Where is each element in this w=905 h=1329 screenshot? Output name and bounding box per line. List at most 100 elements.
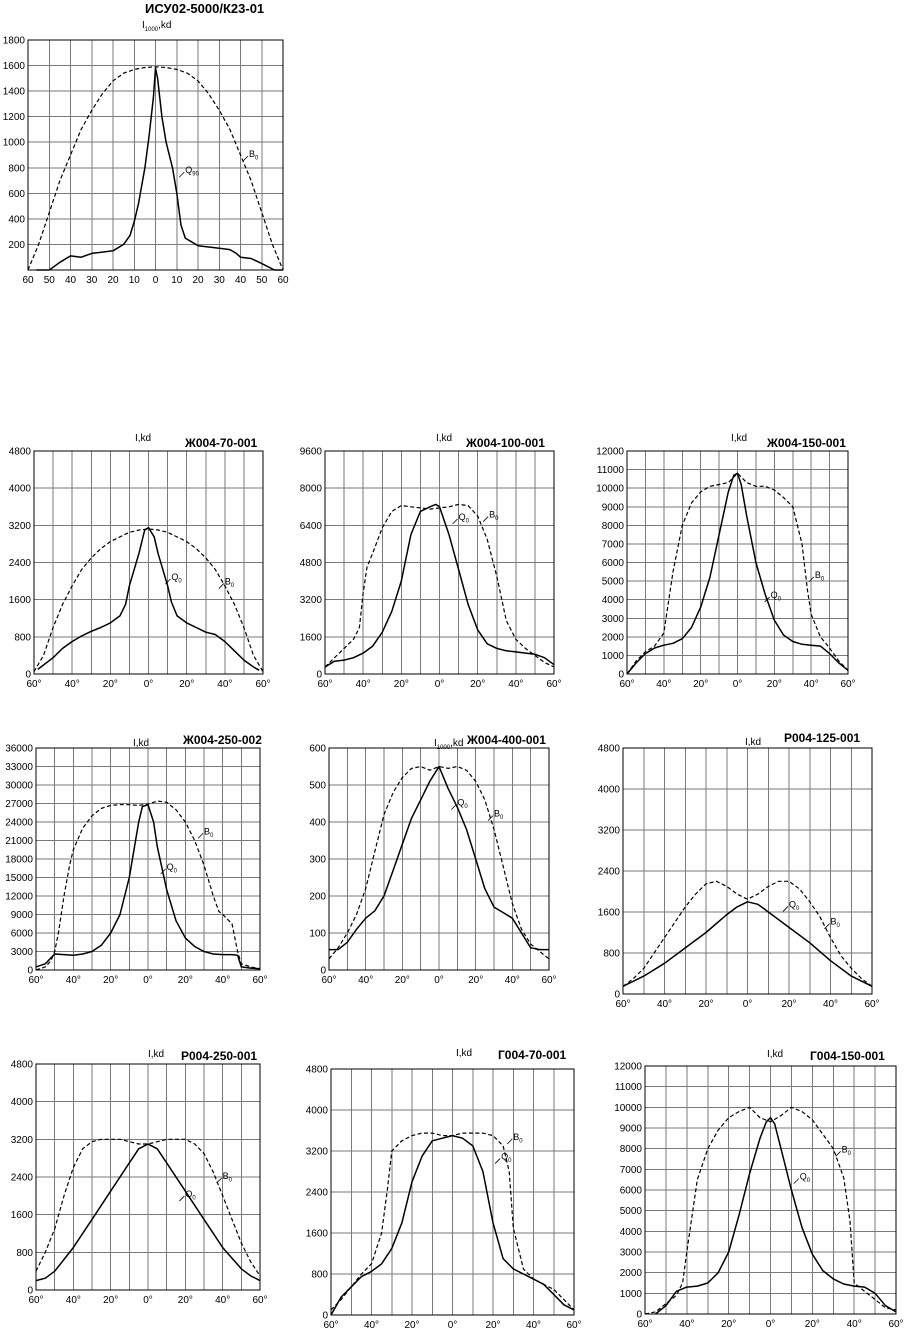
x-tick-label: 60° — [840, 679, 855, 690]
series-leader-line — [451, 804, 457, 810]
x-tick-label: 60° — [323, 1320, 338, 1329]
y-axis-label: I,kd — [135, 433, 151, 444]
series-line-b0 — [35, 800, 261, 971]
y-tick-label: 0 — [320, 966, 326, 977]
series-label: B0 — [513, 1132, 523, 1145]
plot-frame — [27, 39, 284, 271]
x-tick-label: 60° — [26, 679, 41, 690]
y-tick-label: 0 — [27, 1286, 33, 1297]
y-tick-label: 3200 — [9, 521, 32, 532]
y-tick-label: 12000 — [5, 892, 33, 903]
y-tick-label: 3000 — [11, 947, 34, 958]
series-label: Q0 — [771, 590, 782, 603]
series-label: B0 — [249, 149, 259, 162]
y-tick-label: 500 — [309, 781, 326, 792]
y-tick-label: 0 — [25, 670, 31, 681]
x-tick-label: 20° — [178, 1295, 193, 1306]
y-tick-label: 1400 — [3, 87, 26, 98]
x-tick-label: 60° — [541, 975, 556, 986]
y-tick-label: 11000 — [597, 465, 625, 476]
series-leader-line — [218, 583, 225, 589]
x-tick-label: 40° — [508, 679, 523, 690]
chart-title: Ж004-150-001 — [766, 436, 846, 450]
y-tick-label: 300 — [309, 855, 326, 866]
x-tick-label: 60° — [28, 975, 43, 986]
y-tick-label: 10000 — [614, 1103, 642, 1114]
x-tick-label: 50 — [256, 275, 268, 286]
x-tick-label: 20° — [468, 975, 483, 986]
y-tick-label: 1600 — [9, 595, 32, 606]
x-tick-label: 40° — [215, 975, 230, 986]
x-tick-label: 20° — [179, 679, 194, 690]
x-tick-label: 20 — [192, 275, 204, 286]
x-tick-label: 40° — [656, 679, 671, 690]
y-tick-label: 12000 — [596, 447, 624, 458]
x-tick-label: 60 — [277, 275, 289, 286]
series-line-q0 — [655, 1116, 897, 1315]
y-tick-label: 2400 — [598, 867, 621, 878]
y-tick-label: 9600 — [300, 447, 323, 458]
series-leader-line — [160, 868, 166, 875]
series-label: B0 — [831, 917, 841, 930]
series-leader-line — [178, 171, 185, 178]
y-axis-label: I,kd — [456, 1048, 472, 1059]
y-tick-label: 4000 — [602, 595, 625, 606]
x-tick-label: 40° — [356, 679, 371, 690]
x-tick-label: 20° — [103, 975, 118, 986]
x-tick-label: 20° — [394, 679, 409, 690]
series-line-b0 — [626, 472, 849, 675]
y-tick-label: 2000 — [602, 632, 625, 643]
y-tick-label: 15000 — [5, 873, 33, 884]
y-tick-label: 3200 — [11, 1135, 34, 1146]
series-line-q0 — [35, 1143, 261, 1282]
x-tick-label: 60° — [255, 679, 270, 690]
series-label: B0 — [204, 826, 214, 839]
series-label: B0 — [223, 1171, 233, 1184]
series-label: Q0 — [185, 1189, 196, 1202]
series-label: Q0 — [800, 1172, 811, 1185]
y-tick-label: 6000 — [11, 929, 34, 940]
x-tick-label: 0° — [766, 1319, 776, 1329]
series-line-q0 — [324, 503, 555, 668]
y-tick-label: 1600 — [306, 1229, 329, 1240]
x-tick-label: 60° — [619, 679, 634, 690]
series-line-b0 — [33, 528, 264, 673]
y-tick-label: 1200 — [3, 112, 26, 123]
y-tick-label: 12000 — [614, 1062, 642, 1073]
series-leader-line — [824, 923, 830, 929]
x-tick-label: 30 — [86, 275, 98, 286]
x-tick-label: 60° — [888, 1319, 903, 1329]
y-axis-label: I,kd — [133, 738, 149, 749]
series-line-q0 — [329, 765, 549, 951]
y-tick-label: 9000 — [602, 502, 625, 513]
y-tick-label: 4000 — [11, 1097, 34, 1108]
plot-frame — [626, 450, 849, 675]
plot-frame — [35, 1063, 261, 1291]
x-tick-label: 20° — [721, 1319, 736, 1329]
y-tick-label: 4800 — [9, 447, 32, 458]
y-tick-label: 4800 — [306, 1065, 329, 1076]
chart-title: Ж004-100-001 — [465, 436, 545, 450]
x-tick-label: 0° — [733, 679, 743, 690]
series-label: B0 — [815, 570, 825, 583]
series-line-q0 — [37, 526, 260, 671]
series-line-q90 — [36, 67, 283, 271]
y-tick-label: 1000 — [620, 1289, 643, 1300]
y-tick-label: 100 — [309, 929, 326, 940]
plot-frame — [330, 1068, 575, 1316]
y-tick-label: 3200 — [300, 595, 323, 606]
x-tick-label: 0° — [743, 999, 753, 1010]
plot-frame — [622, 747, 873, 995]
y-tick-label: 800 — [14, 632, 31, 643]
y-axis-label: I,kd — [767, 1049, 783, 1060]
y-axis-label: I1000,kd — [142, 20, 171, 33]
series-label: Q0 — [459, 512, 470, 525]
y-tick-label: 2400 — [11, 1173, 34, 1184]
x-tick-label: 20° — [103, 1295, 118, 1306]
x-tick-label: 40° — [217, 679, 232, 690]
chart-title: Г004-70-001 — [498, 1048, 567, 1062]
series-line-b0 — [324, 503, 555, 668]
x-tick-label: 30 — [214, 275, 226, 286]
x-tick-label: 20° — [404, 1320, 419, 1329]
